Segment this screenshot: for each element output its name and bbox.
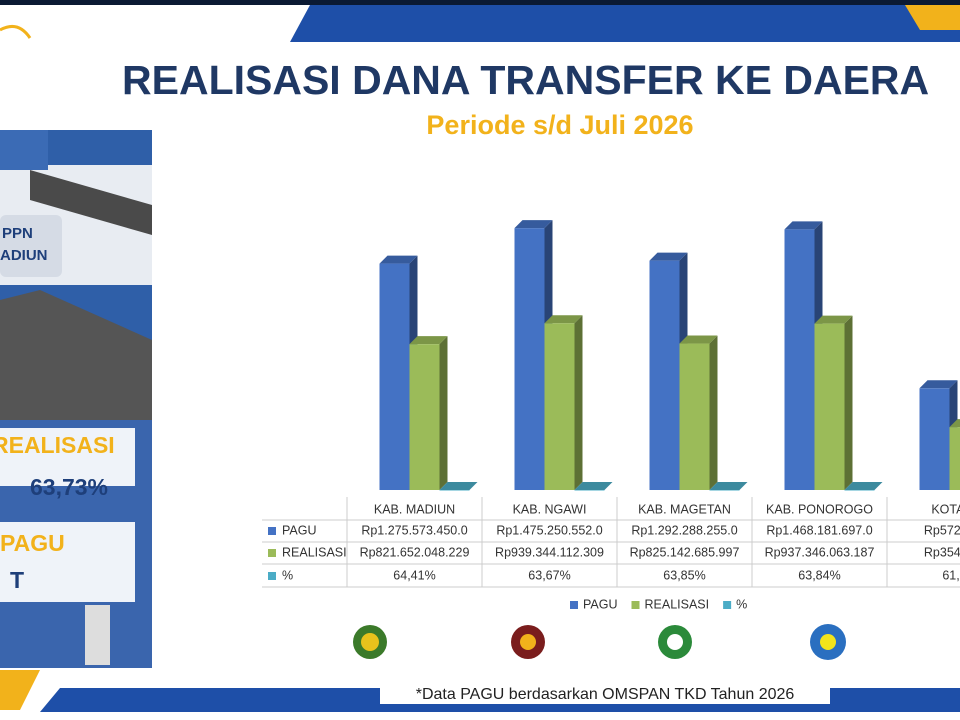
table-cell: Rp825.142.685.997: [630, 545, 740, 559]
row-header: REALISASI: [282, 545, 347, 559]
row-header: %: [282, 568, 293, 582]
table-cell: 63,84%: [798, 568, 840, 582]
bar-front: [919, 388, 950, 490]
table-cell: Rp1.292.288.255.0: [631, 523, 737, 537]
bar-front: [409, 344, 440, 490]
bar-top: [409, 336, 448, 345]
legend-key: [570, 601, 578, 609]
footnote: *Data PAGU berdasarkan OMSPAN TKD Tahun …: [416, 686, 795, 703]
legend-label: PAGU: [583, 597, 618, 611]
bar-side: [574, 315, 583, 490]
row-header: PAGU: [282, 523, 317, 537]
bar-front: [649, 260, 680, 490]
category-label: KAB. PONOROGO: [766, 502, 873, 516]
regional-logos: [353, 624, 846, 660]
category-label: KOTA M: [931, 502, 960, 516]
legend-key: [723, 601, 732, 609]
table-cell: Rp1.468.181.697.0: [766, 523, 872, 537]
table-cell: Rp1.475.250.552.0: [496, 523, 602, 537]
row-key: [268, 572, 276, 580]
bar: [544, 315, 583, 490]
logo-arc: [0, 24, 32, 39]
bar-front: [439, 490, 470, 491]
pagu-label: PAGU: [0, 530, 65, 556]
bar-top: [514, 220, 553, 229]
bar: [574, 482, 613, 491]
building-photo: [0, 130, 152, 668]
bar-top: [649, 252, 688, 261]
bar-front: [709, 490, 740, 491]
legend-label: REALISASI: [645, 597, 710, 611]
table-cell: 63,67%: [528, 568, 570, 582]
bar-top: [919, 380, 958, 389]
bottom-accent: [0, 670, 40, 710]
bar-side: [844, 315, 853, 490]
bar-top: [679, 335, 718, 344]
footnote-box: [380, 680, 830, 704]
top-edge: [0, 0, 960, 5]
title: REALISASI DANA TRANSFER KE DAERA: [122, 57, 929, 103]
bar-top: [709, 482, 748, 490]
bar-side: [439, 336, 448, 490]
bar-top: [784, 221, 823, 230]
realisasi-value: 63,73%: [30, 474, 108, 500]
table-cell: Rp939.344.112.309: [495, 545, 604, 559]
table-cell: Rp821.652.048.229: [360, 545, 470, 559]
bar-top: [814, 315, 853, 324]
row-key: [268, 527, 276, 535]
bar-front: [679, 343, 710, 490]
sign-text: ADIUN: [0, 247, 48, 264]
bar: [439, 482, 478, 491]
table-cell: Rp937.346.063.187: [765, 545, 875, 559]
bar: [679, 335, 718, 490]
row-key: [268, 549, 276, 557]
bar-front: [574, 490, 605, 491]
bar-front: [814, 323, 845, 490]
bar: [814, 315, 853, 490]
bar-front: [379, 263, 410, 490]
top-band: [290, 5, 960, 42]
top-accent: [905, 5, 960, 30]
bar-top: [844, 482, 883, 490]
bar: [949, 419, 960, 490]
category-label: KAB. NGAWI: [513, 502, 587, 516]
subtitle: Periode s/d Juli 2026: [426, 110, 693, 140]
bar-side: [709, 335, 718, 490]
bar-top: [439, 482, 478, 490]
bar-top: [949, 419, 960, 428]
table-cell: 64,41%: [393, 568, 435, 582]
bar-front: [949, 427, 960, 490]
bar-front: [784, 229, 815, 490]
legend-key: [631, 601, 640, 609]
table-cell: 61,8: [942, 568, 960, 582]
table-cell: Rp354.191: [924, 545, 960, 559]
category-label: KAB. MAGETAN: [638, 502, 731, 516]
bar-front: [844, 490, 875, 491]
table-cell: 63,85%: [663, 568, 705, 582]
bar-front: [544, 323, 575, 490]
sign-text: PPN: [2, 225, 33, 242]
realisasi-label: REALISASI: [0, 432, 115, 458]
bar-top: [574, 482, 613, 490]
bar: [709, 482, 748, 491]
bar-top: [379, 255, 418, 264]
bar: [844, 482, 883, 491]
bar: [409, 336, 448, 490]
legend-label: %: [736, 597, 747, 611]
table-cell: Rp1.275.573.450.0: [361, 523, 467, 537]
category-label: KAB. MADIUN: [374, 502, 455, 516]
pagu-value: T: [10, 567, 24, 593]
bar-front: [514, 228, 545, 491]
bar-top: [544, 315, 583, 324]
table-cell: Rp572.939: [924, 523, 960, 537]
